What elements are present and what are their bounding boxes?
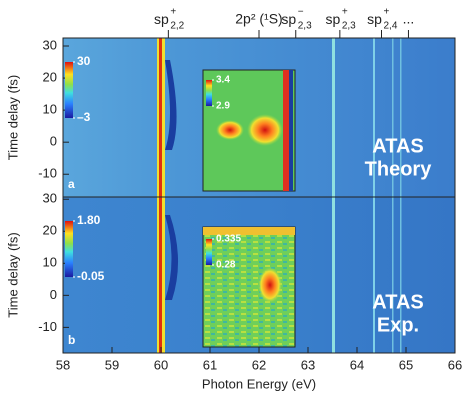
colorbar — [206, 239, 212, 265]
x-axis-label: Photon Energy (eV) — [202, 376, 316, 391]
panel-title: Theory — [365, 158, 433, 180]
annotation-sup: + — [342, 7, 348, 18]
colorbar — [65, 62, 73, 118]
colorbar — [206, 80, 212, 106]
x-tick-label: 61 — [203, 357, 217, 372]
annotation: sp — [281, 11, 296, 27]
y-tick-label: 0 — [50, 134, 57, 149]
annotation-sup: − — [298, 7, 304, 18]
panel-title: ATAS — [372, 135, 423, 157]
colorbar-label: –3 — [77, 110, 91, 124]
x-tick-label: 64 — [350, 357, 364, 372]
y-tick-label: 30 — [43, 191, 57, 206]
x-tick-label: 66 — [448, 357, 462, 372]
x-tick-label: 59 — [105, 357, 119, 372]
annotation-sup: + — [170, 7, 176, 18]
y-tick-label: 20 — [43, 70, 57, 85]
y-tick-label: -10 — [38, 166, 57, 181]
colorbar-label: 30 — [77, 54, 91, 68]
colorbar-label: -0.05 — [77, 269, 105, 283]
annotation-base: sp — [325, 11, 340, 27]
colorbar-label: 1.80 — [77, 213, 101, 227]
x-tick-label: 63 — [301, 357, 315, 372]
colorbar-label: 0.335 — [216, 234, 241, 245]
y-tick-label: 10 — [43, 255, 57, 270]
annotation: sp — [367, 11, 382, 27]
annotation: sp — [325, 11, 340, 27]
y-axis-label: Time delay (fs) — [5, 75, 20, 160]
x-tick-label: 65 — [399, 357, 413, 372]
y-tick-label: 30 — [43, 37, 57, 52]
y-tick-label: 10 — [43, 102, 57, 117]
panel-title: Exp. — [377, 314, 419, 336]
colorbar-label: 3.4 — [216, 75, 230, 86]
y-axis-label: Time delay (fs) — [5, 232, 20, 317]
panel-label: b — [68, 333, 75, 347]
annotation-sup: + — [384, 7, 390, 18]
x-tick-label: 60 — [154, 357, 168, 372]
panel-label: a — [68, 177, 75, 191]
annotation-sub: 2,3 — [342, 21, 356, 32]
annotation-base: sp — [154, 11, 169, 27]
annotation-sub: 2,2 — [170, 21, 184, 32]
x-tick-label: 58 — [56, 357, 70, 372]
y-tick-label: 0 — [50, 287, 57, 302]
heatmap-image — [62, 37, 456, 354]
annotation-sub: 2,4 — [384, 21, 398, 32]
colorbar — [65, 221, 73, 277]
panel-title: ATAS — [372, 291, 423, 313]
y-tick-label: 20 — [43, 223, 57, 238]
y-tick-label: -10 — [38, 319, 57, 334]
x-tick-label: 62 — [252, 357, 266, 372]
annotation-base: sp — [281, 11, 296, 27]
annotation: sp — [154, 11, 169, 27]
annotation: 2p² (¹S) — [235, 11, 282, 27]
annotation: ... — [403, 11, 415, 27]
colorbar-label: 0.28 — [216, 260, 236, 271]
colorbar-label: 2.9 — [216, 101, 230, 112]
annotation-base: sp — [367, 11, 382, 27]
annotation-sub: 2,3 — [298, 21, 312, 32]
